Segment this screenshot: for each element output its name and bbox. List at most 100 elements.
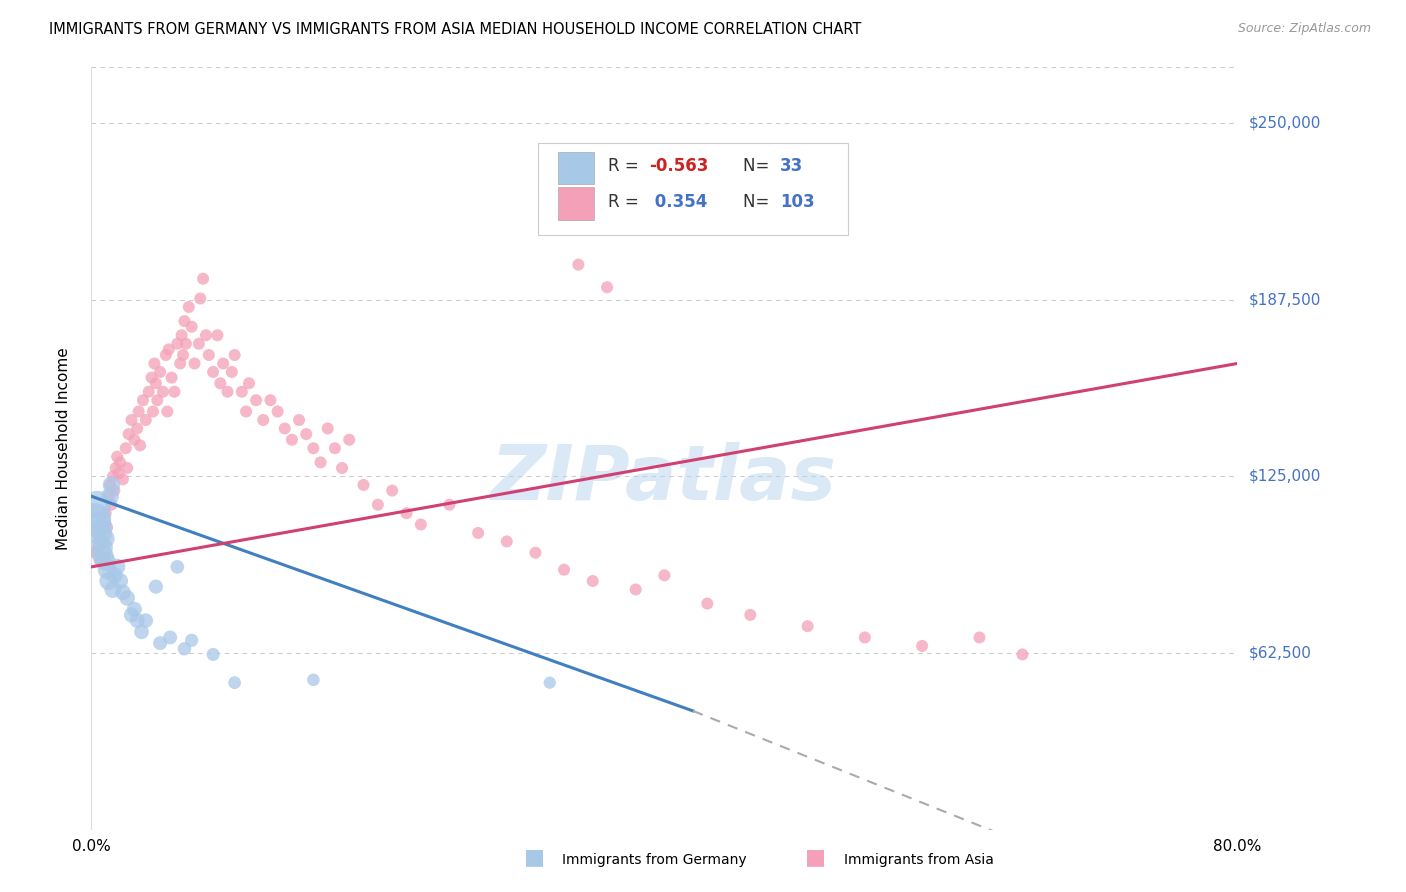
Point: [235, 404, 257, 418]
Point: [316, 421, 339, 435]
Point: [524, 546, 547, 560]
Point: [330, 461, 353, 475]
Point: [188, 292, 211, 306]
Point: [252, 413, 274, 427]
Point: [288, 413, 311, 427]
Point: [969, 631, 991, 645]
Point: [127, 614, 149, 628]
Point: [94, 554, 117, 568]
Point: [174, 336, 197, 351]
Point: [124, 602, 146, 616]
Point: [91, 534, 114, 549]
Point: [146, 393, 169, 408]
Point: [132, 393, 155, 408]
Point: [538, 675, 561, 690]
Point: [224, 675, 246, 690]
Point: [231, 384, 253, 399]
Point: [207, 328, 229, 343]
Point: [128, 404, 150, 418]
Point: [624, 582, 647, 597]
Point: [911, 639, 934, 653]
Point: [138, 384, 160, 399]
Point: [245, 393, 267, 408]
Point: [145, 580, 167, 594]
Point: [409, 517, 432, 532]
Point: [567, 258, 589, 272]
Point: [323, 441, 346, 455]
Point: [696, 597, 718, 611]
Point: [538, 201, 561, 215]
Point: [93, 551, 115, 566]
Point: [596, 280, 619, 294]
Text: R =: R =: [609, 157, 644, 175]
Point: [337, 433, 360, 447]
Point: [194, 328, 217, 343]
Point: [160, 370, 183, 384]
Point: [259, 393, 281, 408]
Point: [202, 365, 225, 379]
Point: [100, 478, 122, 492]
Point: [149, 365, 172, 379]
Point: [96, 563, 118, 577]
Point: [582, 574, 605, 588]
Point: [142, 404, 165, 418]
Text: $62,500: $62,500: [1249, 646, 1312, 660]
Point: [155, 348, 177, 362]
Point: [353, 478, 375, 492]
Point: [108, 574, 131, 588]
Text: Source: ZipAtlas.com: Source: ZipAtlas.com: [1237, 22, 1371, 36]
Point: [111, 585, 134, 599]
Point: [495, 534, 517, 549]
Text: 33: 33: [780, 157, 803, 175]
Point: [105, 450, 128, 464]
Point: [172, 348, 194, 362]
Text: ■: ■: [524, 847, 544, 867]
Point: [209, 376, 232, 391]
Point: [202, 648, 225, 662]
Point: [101, 469, 124, 483]
Point: [111, 472, 134, 486]
Point: [105, 560, 128, 574]
FancyBboxPatch shape: [558, 187, 595, 219]
Point: [221, 365, 243, 379]
Point: [173, 314, 195, 328]
Text: -0.563: -0.563: [650, 157, 709, 175]
Text: Immigrants from Germany: Immigrants from Germany: [562, 853, 747, 867]
Point: [84, 512, 107, 526]
Text: N=: N=: [744, 193, 775, 211]
Point: [1011, 648, 1033, 662]
Point: [212, 356, 235, 371]
Point: [177, 300, 200, 314]
Point: [103, 483, 125, 498]
Point: [131, 624, 153, 639]
Point: [104, 461, 127, 475]
Point: [149, 636, 172, 650]
Point: [135, 413, 157, 427]
Point: [238, 376, 260, 391]
Point: [169, 356, 191, 371]
FancyBboxPatch shape: [538, 143, 848, 235]
Point: [553, 563, 575, 577]
Point: [96, 520, 118, 534]
Point: [302, 441, 325, 455]
Text: $250,000: $250,000: [1249, 116, 1320, 131]
Point: [853, 631, 876, 645]
Point: [439, 498, 461, 512]
Point: [187, 336, 209, 351]
Point: [652, 568, 675, 582]
Point: [97, 574, 120, 588]
Point: [302, 673, 325, 687]
Point: [173, 641, 195, 656]
Point: [115, 591, 138, 605]
Point: [90, 517, 112, 532]
Point: [127, 421, 149, 435]
Point: [94, 506, 117, 520]
Point: [100, 498, 122, 512]
Point: [395, 506, 418, 520]
Point: [145, 376, 167, 391]
Point: [309, 455, 332, 469]
Point: [87, 517, 110, 532]
Text: Immigrants from Asia: Immigrants from Asia: [844, 853, 994, 867]
Point: [180, 633, 202, 648]
Point: [152, 384, 174, 399]
